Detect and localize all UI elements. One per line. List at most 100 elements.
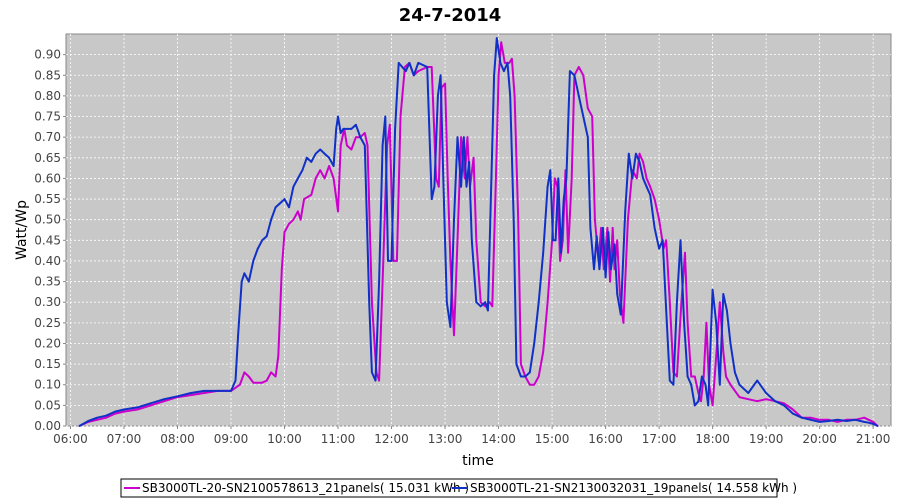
- y-tick-label: 0.85: [34, 68, 61, 82]
- series-0-point: [500, 41, 503, 44]
- series-1-point: [845, 420, 848, 422]
- series-1-point: [554, 239, 557, 242]
- series-1-point: [638, 161, 641, 163]
- series-0-point: [792, 408, 794, 411]
- series-1-point: [87, 420, 90, 422]
- series-1-point: [602, 227, 604, 229]
- series-1-point: [136, 406, 139, 409]
- series-1-point: [265, 235, 268, 238]
- series-0-point: [270, 371, 272, 374]
- series-1-point: [676, 301, 678, 304]
- series-0-point: [136, 408, 139, 411]
- series-1-point: [465, 185, 468, 188]
- series-1-point: [616, 293, 619, 295]
- series-1-point: [339, 132, 342, 134]
- series-1-point: [433, 185, 436, 188]
- x-tick-label: 10:00: [267, 432, 302, 446]
- series-1-point: [437, 95, 439, 97]
- y-tick-label: 0.45: [34, 233, 61, 247]
- series-0-point: [517, 218, 520, 221]
- y-tick-label: 0.05: [34, 398, 61, 412]
- series-1-point: [607, 231, 610, 234]
- series-0-point: [479, 301, 482, 304]
- series-0-point: [619, 293, 621, 295]
- series-1-point: [123, 408, 125, 411]
- series-0-point: [460, 136, 462, 139]
- series-1-point: [867, 421, 870, 424]
- series-1-point: [658, 247, 660, 250]
- series-0-point: [488, 301, 491, 304]
- series-1-point: [368, 301, 371, 304]
- series-1-point: [252, 260, 255, 262]
- series-0-point: [582, 74, 585, 77]
- series-1-point: [619, 313, 622, 316]
- series-0-point: [277, 355, 280, 357]
- series-1-point: [163, 398, 166, 401]
- series-0-point: [297, 210, 299, 213]
- series-0-point: [511, 57, 513, 60]
- series-0-point: [381, 280, 384, 283]
- series-1-point: [401, 66, 404, 68]
- series-0-point: [453, 334, 455, 337]
- series-1-point: [453, 218, 455, 221]
- series-0-point: [243, 371, 246, 374]
- series-0-point: [520, 363, 522, 365]
- series-0-point: [872, 421, 875, 423]
- series-0-point: [503, 62, 506, 64]
- series-0-point: [319, 169, 322, 172]
- series-0-point: [371, 301, 373, 304]
- y-tick-label: 0.80: [34, 89, 61, 103]
- series-0-point: [252, 381, 255, 384]
- series-1-point: [649, 194, 652, 196]
- series-0-point: [366, 144, 369, 147]
- series-0-point: [680, 301, 683, 304]
- series-1-point: [439, 74, 442, 77]
- x-tick-label: 07:00: [107, 432, 142, 446]
- series-1-point: [203, 390, 206, 392]
- series-1-point: [456, 136, 459, 139]
- series-1-point: [569, 70, 571, 72]
- series-0-point: [466, 136, 469, 139]
- series-1-point: [355, 123, 357, 126]
- series-1-point: [872, 423, 875, 425]
- series-1-point: [610, 268, 612, 271]
- legend-label-0: SB3000TL-20-SN2100578613_21panels( 15.03…: [142, 481, 469, 495]
- series-0-point: [627, 218, 629, 221]
- series-0-point: [705, 321, 708, 324]
- series-1-point: [397, 62, 400, 64]
- series-0-point: [611, 227, 614, 229]
- series-1-point: [445, 301, 448, 304]
- series-0-point: [553, 177, 556, 180]
- series-0-point: [303, 198, 305, 201]
- series-1-point: [836, 418, 839, 421]
- series-1-point: [515, 363, 518, 365]
- series-1-point: [690, 383, 693, 386]
- series-0-point: [693, 375, 696, 378]
- series-1-point: [270, 218, 272, 221]
- series-1-point: [704, 383, 707, 386]
- x-tick-label: 08:00: [160, 432, 195, 446]
- series-1-point: [314, 152, 317, 155]
- series-0-point: [299, 218, 302, 221]
- series-1-point: [378, 280, 380, 283]
- series-0-point: [676, 375, 678, 378]
- series-0-point: [649, 185, 652, 188]
- series-0-point: [328, 165, 330, 167]
- series-1-point: [384, 115, 387, 118]
- y-tick-label: 0.15: [34, 357, 61, 371]
- series-1-point: [114, 410, 116, 413]
- series-0-point: [635, 177, 638, 180]
- series-1-point: [243, 272, 246, 275]
- series-1-point: [394, 127, 396, 130]
- series-0-point: [513, 95, 516, 97]
- series-0-point: [586, 107, 589, 110]
- series-0-point: [642, 161, 644, 163]
- legend-box: [120, 478, 778, 498]
- series-0-point: [265, 379, 268, 382]
- series-0-point: [346, 144, 348, 147]
- series-1-point: [301, 169, 304, 172]
- series-1-point: [818, 421, 821, 423]
- series-0-point: [508, 62, 511, 64]
- series-1-point: [573, 74, 576, 77]
